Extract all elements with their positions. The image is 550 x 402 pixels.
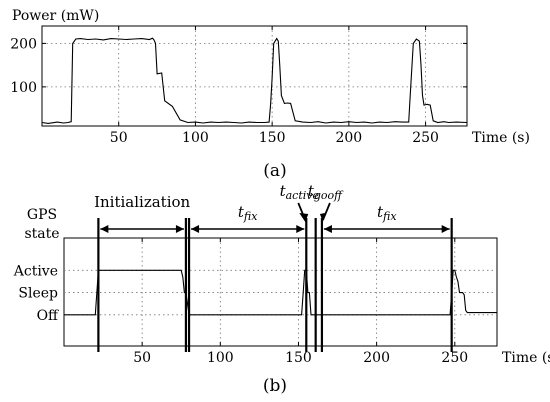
arrowhead xyxy=(323,225,332,233)
plot-frame xyxy=(63,237,498,347)
x-tick-label: 200 xyxy=(335,130,362,146)
y-tick-label: Off xyxy=(37,308,59,324)
x-tick-label: 100 xyxy=(182,130,209,146)
plot-frame xyxy=(41,25,468,127)
x-tick-label: 200 xyxy=(363,350,390,366)
y-axis-label: Power (mW) xyxy=(12,8,99,24)
x-tick-label: 50 xyxy=(110,130,128,146)
arrowhead xyxy=(299,213,309,222)
x-tick-label: 250 xyxy=(441,350,468,366)
y-tick-label: Sleep xyxy=(18,286,58,302)
point-label: tgooff xyxy=(308,182,344,202)
arrowhead xyxy=(296,225,305,233)
y-tick-label: 100 xyxy=(10,80,37,96)
arrowhead xyxy=(175,225,184,233)
y-tick-label: Active xyxy=(13,263,58,279)
panel-caption: (a) xyxy=(263,161,286,181)
interval-label: tfix xyxy=(238,203,258,223)
y-axis-label: GPS xyxy=(27,207,57,223)
x-tick-label: 150 xyxy=(259,130,286,146)
x-axis-label: Time (s) xyxy=(472,130,530,146)
arrowhead xyxy=(319,213,325,222)
chart-panel-2: 50 100 150 200 250 Time (s) Off Sleep Active GPS s… xyxy=(13,182,550,396)
y-tick-label: 200 xyxy=(10,36,37,52)
chart-panel-1: 50 100 150 200 250 Time (s) 100 200 Power (mW) (a… xyxy=(10,8,530,181)
x-axis-label: Time (s) xyxy=(502,350,550,366)
x-tick-label: 100 xyxy=(207,350,234,366)
series-line-1 xyxy=(64,269,497,316)
panel-caption: (b) xyxy=(263,376,287,396)
interval-label: Initialization xyxy=(94,193,190,211)
y-axis-label: state xyxy=(24,226,59,242)
x-tick-label: 150 xyxy=(285,350,312,366)
arrowhead xyxy=(100,225,109,233)
arrowhead xyxy=(441,225,450,233)
x-tick-label: 50 xyxy=(133,350,151,366)
arrowhead xyxy=(191,225,200,233)
pointer-arrow xyxy=(322,202,331,221)
interval-label: tfix xyxy=(377,203,397,223)
series-line-1 xyxy=(41,37,468,124)
x-tick-label: 250 xyxy=(412,130,439,146)
point-label: tactive xyxy=(280,182,320,202)
